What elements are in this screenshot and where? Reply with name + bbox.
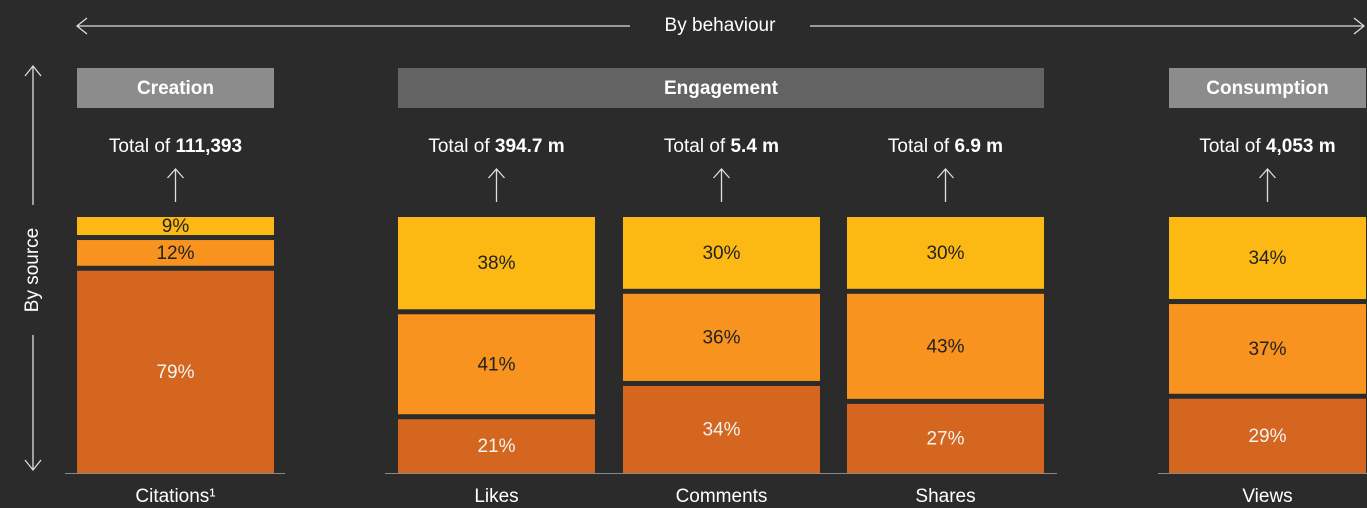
total-label: Total of 6.9 m [888,136,1003,157]
bar-segment [623,217,820,289]
total-value: 394.7 m [495,136,565,157]
x-axis-label: By behaviour [665,15,777,36]
total-value: 111,393 [175,136,242,157]
bar-segment [77,217,274,236]
value-label: 21% [477,436,515,457]
value-label: 41% [477,354,515,375]
total-arrow [1259,168,1276,202]
total-value: 6.9 m [954,136,1003,157]
y-axis-label: By source [22,228,43,312]
bar-segment [398,217,595,310]
behaviour-arrow [75,17,1366,35]
group-header [77,68,274,108]
value-label: 30% [702,243,740,264]
total-arrow [713,168,730,202]
bar-segment [847,403,1044,473]
group-label: Creation [137,78,214,99]
total-label: Total of 4,053 m [1199,136,1335,157]
total-arrow [488,168,505,202]
value-label: 36% [702,327,740,348]
value-label: 79% [156,362,194,383]
group-label: Consumption [1206,78,1328,99]
total-prefix: Total of [109,136,171,157]
bar-segment [847,293,1044,399]
total-label: Total of 5.4 m [664,136,779,157]
value-label: 38% [477,253,515,274]
bar-segment [77,240,274,266]
value-label: 12% [156,243,194,264]
total-prefix: Total of [664,136,726,157]
x-tick-label: Views [1242,486,1292,507]
total-arrow [937,168,954,202]
bar-segment [398,314,595,415]
total-arrow [167,168,184,202]
x-tick-label: Shares [915,486,975,507]
total-value: 5.4 m [730,136,779,157]
group-header [1169,68,1366,108]
value-label: 29% [1248,426,1286,447]
bar-segment [1169,398,1366,473]
x-tick-label: Comments [676,486,768,507]
value-label: 9% [162,216,190,237]
bar-segment [1169,304,1366,394]
x-tick-label: Likes [474,486,518,507]
total-prefix: Total of [428,136,490,157]
value-label: 37% [1248,339,1286,360]
source-arrow [24,64,42,472]
group-label: Engagement [664,78,779,99]
value-label: 34% [1248,248,1286,269]
total-label: Total of 111,393 [109,136,242,157]
x-tick-label: Citations¹ [135,486,215,507]
bar-segment [623,293,820,381]
value-label: 27% [926,428,964,449]
total-label: Total of 394.7 m [428,136,564,157]
bar-segment [847,217,1044,289]
value-label: 30% [926,243,964,264]
total-value: 4,053 m [1266,136,1336,157]
bar-segment [623,385,820,473]
value-label: 34% [702,419,740,440]
total-prefix: Total of [1199,136,1261,157]
total-prefix: Total of [888,136,950,157]
bar-segment [77,270,274,473]
bar-segment [398,419,595,473]
value-label: 43% [926,336,964,357]
group-header [398,68,1044,108]
bar-segment [1169,217,1366,300]
